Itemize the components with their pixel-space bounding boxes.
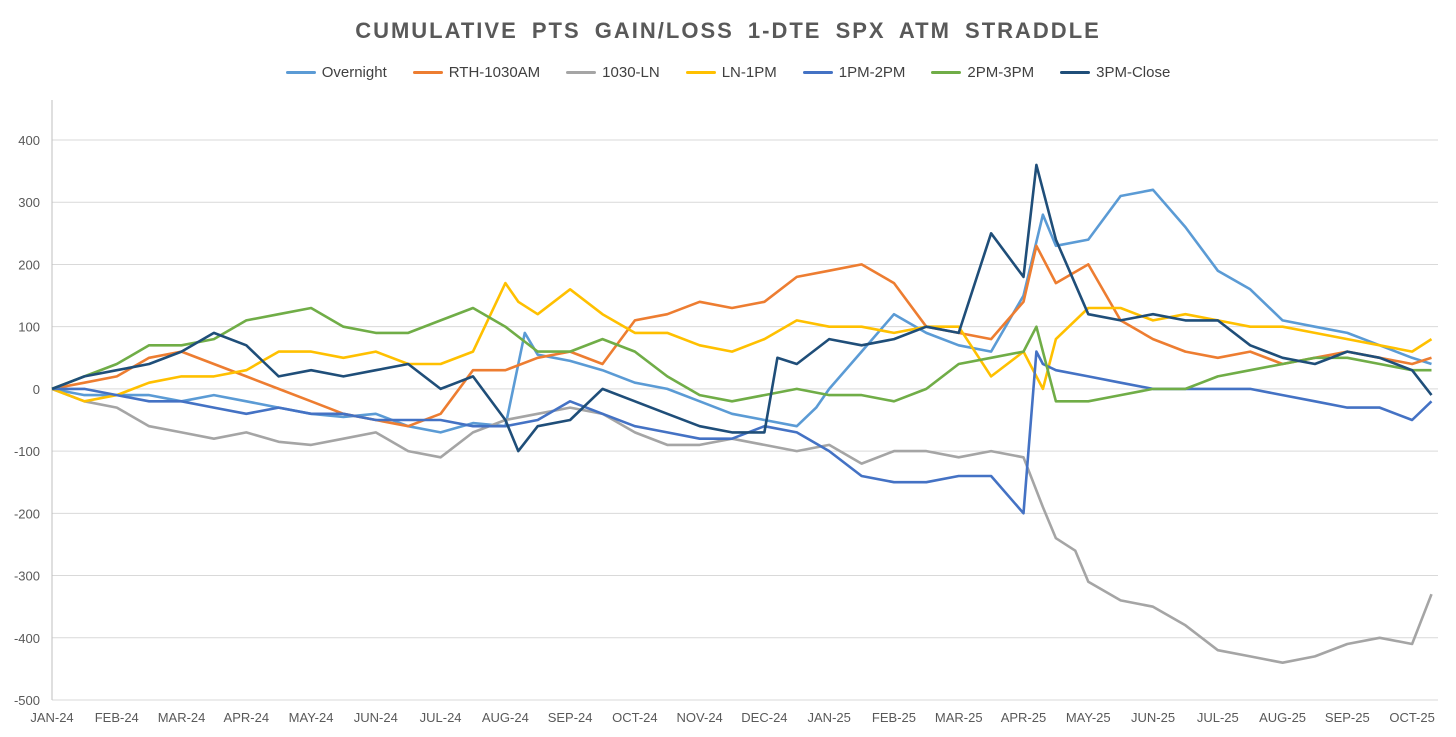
y-tick-label: -100 bbox=[14, 444, 40, 459]
x-tick-label: FEB-24 bbox=[95, 710, 139, 725]
x-tick-label: JUL-24 bbox=[420, 710, 462, 725]
series-line-2pm-3pm bbox=[51, 306, 1432, 403]
x-tick-label: JUN-24 bbox=[354, 710, 398, 725]
x-tick-label: NOV-24 bbox=[677, 710, 723, 725]
x-tick-label: APR-25 bbox=[1001, 710, 1047, 725]
x-tick-label: OCT-24 bbox=[612, 710, 658, 725]
x-tick-label: APR-24 bbox=[224, 710, 270, 725]
series-line-ln-1pm bbox=[51, 281, 1433, 403]
chart-title: CUMULATIVE PTS GAIN/LOSS 1-DTE SPX ATM S… bbox=[355, 18, 1101, 43]
legend-item: 2PM-3PM bbox=[931, 64, 1034, 81]
y-tick-label: -200 bbox=[14, 506, 40, 521]
x-tick-label: JAN-25 bbox=[808, 710, 851, 725]
x-tick-label: JUL-25 bbox=[1197, 710, 1239, 725]
legend-swatch bbox=[931, 71, 962, 74]
x-tick-label: SEP-25 bbox=[1325, 710, 1370, 725]
y-tick-label: 200 bbox=[18, 257, 40, 272]
x-tick-label: AUG-24 bbox=[482, 710, 529, 725]
x-tick-label: SEP-24 bbox=[548, 710, 593, 725]
legend-swatch bbox=[685, 71, 716, 74]
legend-swatch bbox=[412, 71, 443, 74]
series-line-overnight bbox=[51, 188, 1432, 434]
x-tick-label: MAY-24 bbox=[289, 710, 334, 725]
gridlines bbox=[52, 139, 1438, 701]
series-line-1030-ln bbox=[51, 387, 1433, 665]
legend-item: LN-1PM bbox=[685, 64, 777, 81]
legend-label: RTH-1030AM bbox=[448, 64, 541, 81]
legend-item: 1030-LN bbox=[566, 64, 660, 81]
legend-item: Overnight bbox=[285, 64, 387, 81]
x-tick-label: JUN-25 bbox=[1131, 710, 1175, 725]
x-tick-label: JAN-24 bbox=[30, 710, 73, 725]
legend-label: 1PM-2PM bbox=[838, 64, 906, 81]
y-tick-label: -300 bbox=[14, 569, 40, 584]
x-tick-label: MAR-24 bbox=[158, 710, 206, 725]
x-tick-label: AUG-25 bbox=[1259, 710, 1306, 725]
x-tick-label: DEC-24 bbox=[741, 710, 787, 725]
axes: 400 300 200 100 0 -100 -200 -300 -400 -500 JAN-24 F… bbox=[14, 100, 1435, 725]
legend-label: Overnight bbox=[321, 64, 387, 81]
legend-label: 1030-LN bbox=[602, 64, 660, 81]
x-tick-label: MAR-25 bbox=[935, 710, 983, 725]
y-tick-label: 400 bbox=[18, 133, 40, 148]
y-tick-label: -400 bbox=[14, 631, 40, 646]
series-line-3pm-close bbox=[51, 163, 1433, 453]
legend-swatch bbox=[1060, 71, 1091, 74]
series-line-rth-1030am bbox=[51, 244, 1432, 428]
y-tick-label: -500 bbox=[14, 693, 40, 708]
legend-swatch bbox=[566, 71, 597, 74]
series-lines bbox=[51, 163, 1433, 665]
x-tick-label: MAY-25 bbox=[1066, 710, 1111, 725]
legend-label: LN-1PM bbox=[721, 64, 777, 81]
series-line-1pm-2pm bbox=[52, 350, 1433, 515]
legend-label: 3PM-Close bbox=[1096, 64, 1171, 81]
y-tick-label: 100 bbox=[18, 320, 40, 335]
x-tick-label: FEB-25 bbox=[872, 710, 916, 725]
legend-item: RTH-1030AM bbox=[412, 64, 541, 81]
x-tick-label: OCT-25 bbox=[1389, 710, 1435, 725]
legend-label: 2PM-3PM bbox=[967, 64, 1035, 81]
y-tick-label: 300 bbox=[18, 195, 40, 210]
legend-swatch bbox=[285, 71, 316, 74]
legend-item: 3PM-Close bbox=[1060, 64, 1170, 81]
legend-item: 1PM-2PM bbox=[802, 64, 906, 81]
legend-swatch bbox=[802, 71, 833, 74]
y-tick-label: 0 bbox=[33, 382, 40, 397]
chart-legend: Overnight RTH-1030AM 1030-LN LN-1PM 1PM-2PM 2… bbox=[0, 64, 1456, 81]
